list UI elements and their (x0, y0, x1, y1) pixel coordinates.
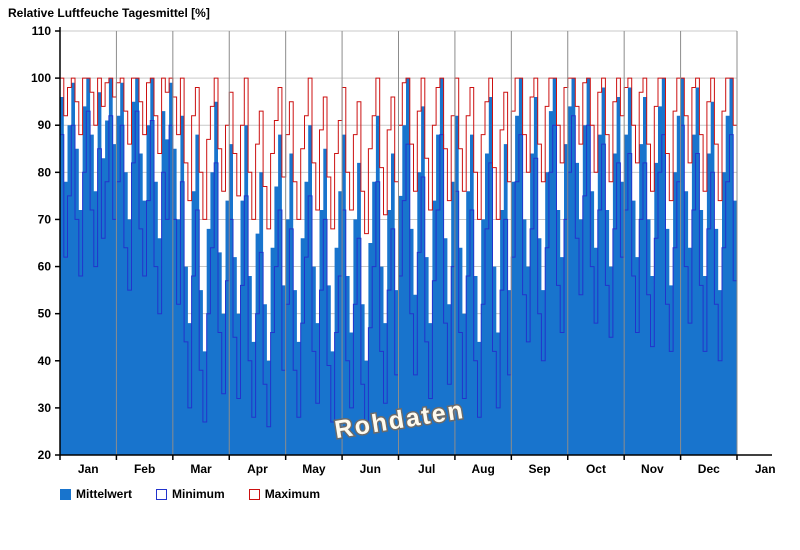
svg-text:70: 70 (38, 212, 52, 226)
svg-text:May: May (302, 462, 326, 476)
maximum-line-series (60, 77, 737, 235)
svg-text:Jun: Jun (360, 462, 381, 476)
svg-text:Jan: Jan (755, 462, 776, 476)
svg-text:Mar: Mar (190, 462, 212, 476)
legend-swatch-maximum-icon (248, 488, 260, 500)
svg-text:100: 100 (31, 71, 51, 85)
svg-text:50: 50 (38, 307, 52, 321)
svg-text:Dec: Dec (698, 462, 720, 476)
svg-text:30: 30 (38, 401, 52, 415)
svg-text:60: 60 (38, 260, 52, 274)
svg-text:Oct: Oct (586, 462, 606, 476)
vertical-gridlines (115, 31, 738, 455)
chart-title: Relative Luftfeuche Tagesmittel [%] (8, 6, 210, 20)
svg-text:20: 20 (38, 448, 52, 462)
svg-text:Jul: Jul (418, 462, 435, 476)
x-axis-labels: Jan Feb Mar Apr May Jun Jul Aug Sep Oct Nov Dec Jan (59, 455, 776, 476)
svg-text:Jan: Jan (78, 462, 99, 476)
legend-item-minimum: Minimum (156, 487, 225, 501)
legend-label-mittelwert: Mittelwert (76, 487, 133, 501)
svg-text:Feb: Feb (134, 462, 155, 476)
chart-legend: Mittelwert Minimum Maximum (60, 487, 320, 501)
legend-swatch-minimum-icon (156, 488, 168, 500)
svg-text:Apr: Apr (247, 462, 268, 476)
legend-item-mittelwert: Mittelwert (60, 487, 132, 501)
svg-text:Aug: Aug (471, 462, 494, 476)
axes (59, 27, 772, 456)
svg-text:110: 110 (32, 24, 52, 38)
svg-text:Nov: Nov (641, 462, 664, 476)
legend-swatch-mittelwert-icon (60, 488, 71, 500)
y-axis-labels: 20 30 40 50 60 70 80 90 100 110 (31, 24, 60, 462)
legend-item-maximum: Maximum (248, 487, 321, 501)
svg-text:80: 80 (38, 165, 52, 179)
svg-text:Sep: Sep (529, 462, 551, 476)
legend-label-minimum: Minimum (172, 487, 225, 501)
svg-text:90: 90 (38, 118, 52, 132)
legend-label-maximum: Maximum (264, 487, 321, 501)
svg-text:40: 40 (38, 354, 52, 368)
